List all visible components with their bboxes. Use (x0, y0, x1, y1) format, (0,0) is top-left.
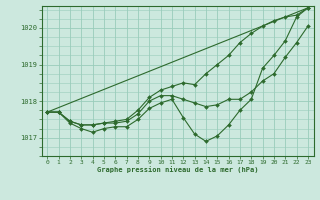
X-axis label: Graphe pression niveau de la mer (hPa): Graphe pression niveau de la mer (hPa) (97, 167, 258, 173)
